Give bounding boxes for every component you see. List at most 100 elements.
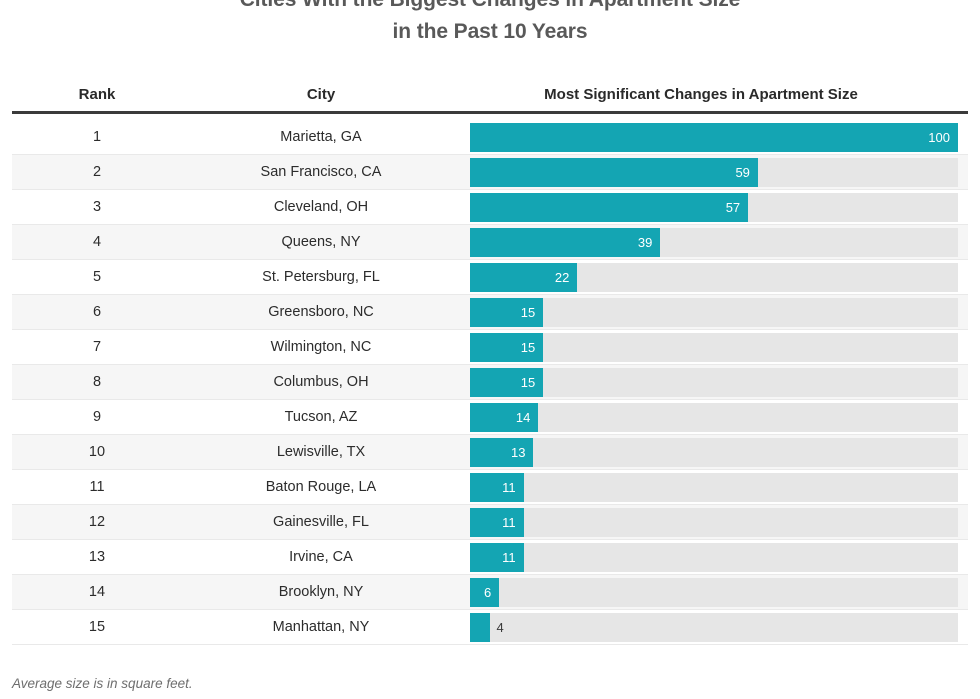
bar-track <box>470 473 958 502</box>
bar-value-label: 11 <box>502 480 516 495</box>
bar-fill <box>470 228 661 257</box>
column-header-chart: Most Significant Changes in Apartment Si… <box>544 86 858 103</box>
bar-fill <box>470 578 500 607</box>
cell-city: Manhattan, NY <box>272 619 370 635</box>
column-header-city: City <box>306 86 336 103</box>
cell-city: Greensboro, NC <box>268 304 374 320</box>
chart-title-line-2: in the Past 10 Years <box>392 20 588 43</box>
cell-bar-chart: 11 <box>470 473 958 502</box>
table-row: 7 Wilmington, NC 15 <box>12 330 968 365</box>
cell-rank: 12 <box>88 514 106 530</box>
bar-fill <box>470 613 490 642</box>
cell-bar-chart: 4 <box>470 613 958 642</box>
bar-value-label: 15 <box>520 340 536 355</box>
cell-city: Irvine, CA <box>289 549 353 565</box>
cell-bar-chart: 11 <box>470 508 958 537</box>
table-row: 8 Columbus, OH 15 <box>12 365 968 400</box>
cell-city: Tucson, AZ <box>284 409 358 425</box>
bar-track <box>470 578 958 607</box>
bar-fill <box>470 473 524 502</box>
bar-value-label: 14 <box>515 410 531 425</box>
bar-fill <box>470 438 534 467</box>
bar-fill <box>470 333 544 362</box>
cell-city: Cleveland, OH <box>273 199 369 215</box>
table-row: 15 Manhattan, NY 4 <box>12 610 968 645</box>
cell-bar-chart: 15 <box>470 368 958 397</box>
bar-value-label: 6 <box>484 585 492 600</box>
cell-city: San Francisco, CA <box>260 164 382 180</box>
cell-rank: 11 <box>89 479 105 495</box>
bar-fill <box>470 263 578 292</box>
bar-fill <box>470 403 539 432</box>
table-body: 1 Marietta, GA 100 2 San Francisco, CA 59 3 Cle… <box>12 120 968 645</box>
bar-value-label: 11 <box>502 515 516 530</box>
cell-rank: 13 <box>88 549 106 565</box>
cell-bar-chart: 39 <box>470 228 958 257</box>
cell-rank: 1 <box>92 129 102 145</box>
bar-value-label: 13 <box>510 445 526 460</box>
column-header-rank: Rank <box>78 86 116 103</box>
bar-fill <box>470 508 524 537</box>
table-row: 9 Tucson, AZ 14 <box>12 400 968 435</box>
table-row: 2 San Francisco, CA 59 <box>12 155 968 190</box>
table-row: 10 Lewisville, TX 13 <box>12 435 968 470</box>
bar-track <box>470 333 958 362</box>
bar-value-label: 59 <box>735 165 750 180</box>
table-row: 14 Brooklyn, NY 6 <box>12 575 968 610</box>
cell-bar-chart: 11 <box>470 543 958 572</box>
bar-fill <box>470 368 544 397</box>
cell-city: Marietta, GA <box>280 129 362 145</box>
table-row: 13 Irvine, CA 11 <box>12 540 968 575</box>
cell-rank: 7 <box>92 339 102 355</box>
cell-bar-chart: 57 <box>470 193 958 222</box>
table-row: 5 St. Petersburg, FL 22 <box>12 260 968 295</box>
bar-value-label: 39 <box>637 235 653 250</box>
cell-bar-chart: 100 <box>470 123 958 152</box>
cell-bar-chart: 14 <box>470 403 958 432</box>
footnote: Average size is in square feet. <box>12 676 193 691</box>
table-row: 3 Cleveland, OH 57 <box>12 190 968 225</box>
cell-rank: 6 <box>92 304 102 320</box>
bar-fill <box>470 543 524 572</box>
cell-city: Baton Rouge, LA <box>265 479 377 495</box>
table-header-row: Rank City Most Significant Changes in Ap… <box>12 82 968 114</box>
cell-rank: 15 <box>88 619 106 635</box>
table-row: 4 Queens, NY 39 <box>12 225 968 260</box>
bar-track <box>470 438 958 467</box>
cell-rank: 10 <box>88 444 106 460</box>
bar-track <box>470 368 958 397</box>
cell-rank: 3 <box>92 199 102 215</box>
cell-bar-chart: 22 <box>470 263 958 292</box>
bar-track <box>470 298 958 327</box>
cell-rank: 2 <box>92 164 102 180</box>
cell-city: Wilmington, NC <box>270 339 372 355</box>
cell-bar-chart: 59 <box>470 158 958 187</box>
bar-value-label: 11 <box>502 550 516 565</box>
cell-bar-chart: 6 <box>470 578 958 607</box>
cell-rank: 4 <box>92 234 102 250</box>
chart-title-line-1: Cities With the Biggest Changes in Apart… <box>0 0 980 16</box>
cell-rank: 8 <box>92 374 102 390</box>
bar-track <box>470 543 958 572</box>
bar-value-label: 100 <box>928 130 950 145</box>
cell-bar-chart: 15 <box>470 298 958 327</box>
bar-fill <box>470 298 544 327</box>
cell-rank: 9 <box>92 409 102 425</box>
cell-bar-chart: 13 <box>470 438 958 467</box>
bar-fill <box>470 193 749 222</box>
cell-city: Queens, NY <box>281 234 361 250</box>
cell-city: St. Petersburg, FL <box>262 269 380 285</box>
bar-fill <box>470 158 758 187</box>
cell-rank: 5 <box>92 269 102 285</box>
table-row: 11 Baton Rouge, LA 11 <box>12 470 968 505</box>
bar-value-label: 15 <box>520 375 536 390</box>
bar-fill <box>470 123 958 152</box>
cell-city: Gainesville, FL <box>273 514 369 530</box>
cell-city: Brooklyn, NY <box>278 584 364 600</box>
chart-title: Cities With the Biggest Changes in Apart… <box>0 0 980 48</box>
bar-track <box>470 508 958 537</box>
bar-value-label: 4 <box>496 620 504 635</box>
bar-value-label: 22 <box>554 270 570 285</box>
cell-bar-chart: 15 <box>470 333 958 362</box>
bar-value-label: 15 <box>520 305 536 320</box>
